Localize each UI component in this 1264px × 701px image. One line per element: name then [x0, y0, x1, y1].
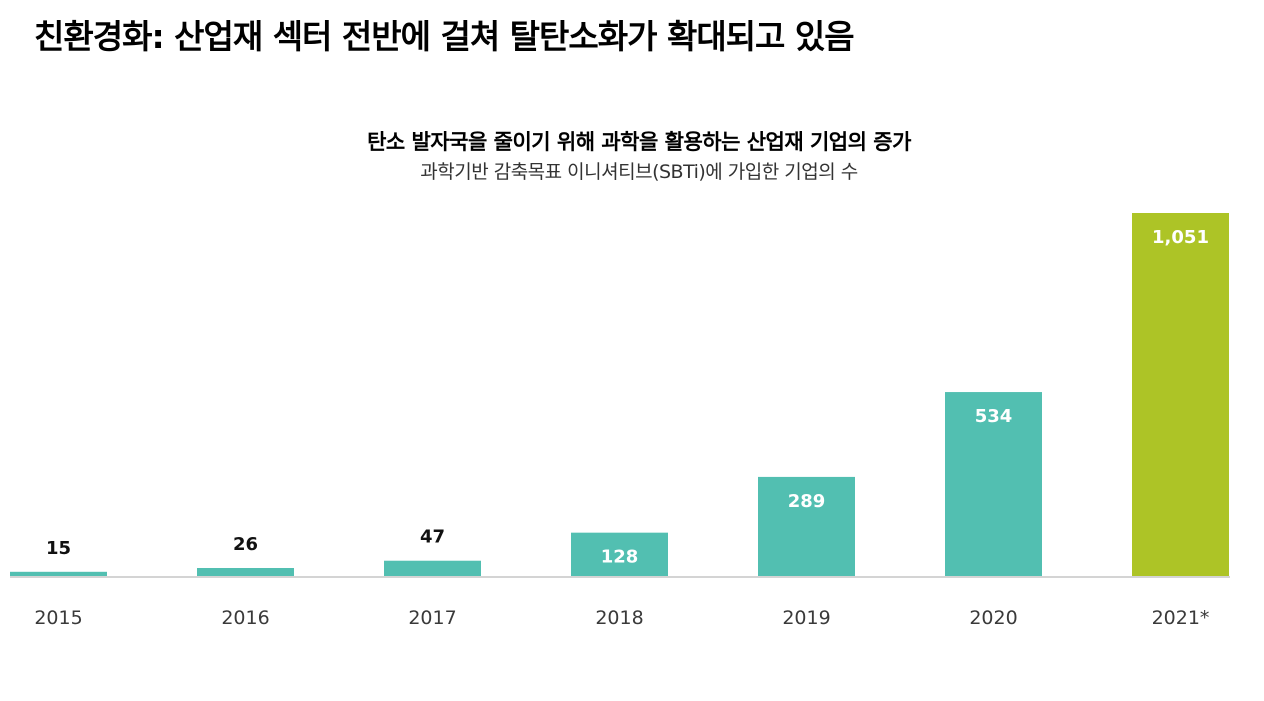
value-label-2019: 289	[788, 491, 826, 512]
x-tick-label-2016: 2016	[221, 607, 269, 629]
value-label-2017: 47	[420, 527, 445, 548]
value-label-2018: 128	[601, 547, 639, 568]
chart-subtitle: 과학기반 감축목표 이니셔티브(SBTi)에 가입한 기업의 수	[420, 161, 858, 183]
x-tick-label-2020: 2020	[969, 607, 1017, 629]
value-label-2015: 15	[46, 538, 71, 559]
x-tick-label-2021*: 2021*	[1152, 607, 1210, 629]
value-label-2020: 534	[975, 406, 1013, 427]
bar-2017	[384, 560, 481, 577]
value-label-2016: 26	[233, 534, 258, 555]
chart-title: 탄소 발자국을 줄이기 위해 과학을 활용하는 산업재 기업의 증가	[367, 130, 911, 154]
bar-2015	[10, 571, 107, 577]
page-title: 친환경화: 산업재 섹터 전반에 걸쳐 탈탄소화가 확대되고 있음	[34, 17, 855, 56]
bar-2020	[945, 392, 1042, 577]
bar-2019	[758, 476, 855, 577]
bar-2021*	[1132, 213, 1229, 577]
bar-2018	[571, 532, 668, 577]
bar-2016	[197, 567, 294, 577]
labels-layer: 15 2015 26 2016 47 2017 128 2018 289 2019 534 2020 1…	[34, 227, 1209, 629]
bars-layer	[10, 213, 1229, 577]
x-tick-label-2019: 2019	[782, 607, 830, 629]
x-tick-label-2017: 2017	[408, 607, 456, 629]
value-label-2021*: 1,051	[1152, 227, 1209, 248]
x-tick-label-2015: 2015	[34, 607, 82, 629]
x-tick-label-2018: 2018	[595, 607, 643, 629]
